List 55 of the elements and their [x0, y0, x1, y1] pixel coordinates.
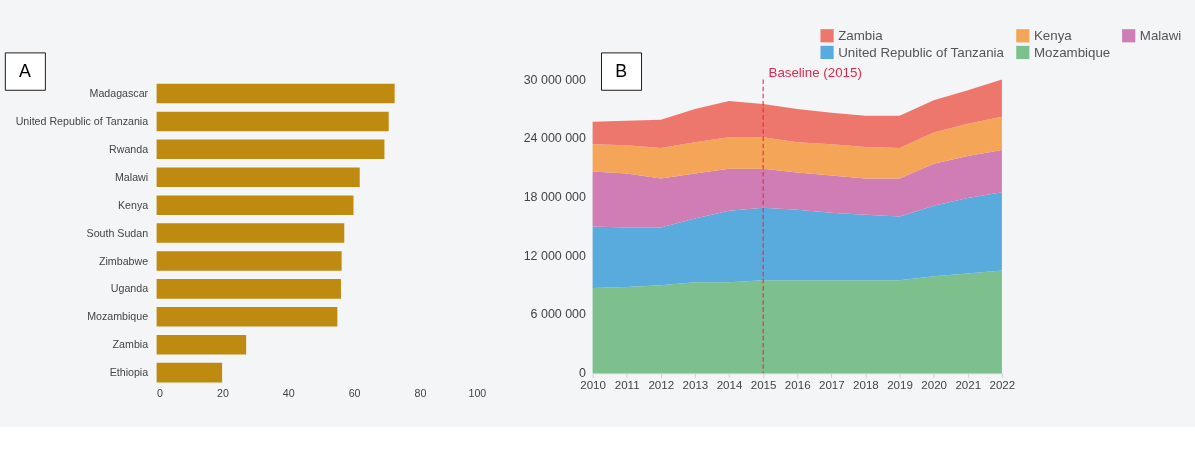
- y-tick-label: South Sudan: [86, 226, 149, 239]
- text: A: [18, 60, 31, 81]
- x-tick-label: 2019: [887, 378, 913, 391]
- x-tick-label: 60: [348, 386, 361, 399]
- annotation: B: [615, 60, 628, 81]
- bar: [156, 83, 395, 104]
- x-tick-label: 2014: [716, 378, 743, 391]
- bar: [156, 223, 345, 243]
- x-tick-label: 40: [282, 386, 295, 399]
- x-tick-label: 2021: [955, 378, 982, 391]
- bar: [156, 334, 247, 355]
- bar: [156, 362, 223, 383]
- y-tick-label: United Republic of Tanzania: [15, 115, 149, 128]
- x-tick-label: 20: [216, 386, 229, 399]
- legend-label: Kenya: [1033, 28, 1073, 44]
- x-tick-label: 2016: [784, 378, 811, 391]
- x-tick-label: 2012: [648, 378, 675, 391]
- y-tick-label: Mozambique: [87, 310, 149, 323]
- legend-label: Mozambique: [1033, 44, 1111, 60]
- y-tick-label: Rwanda: [109, 142, 149, 155]
- y-tick-label: Zimbabwe: [99, 254, 149, 267]
- x-tick-label: 100: [468, 386, 487, 399]
- bar: [156, 307, 338, 327]
- y-tick-label: Malawi: [114, 170, 149, 183]
- x-tick-label: 2013: [682, 378, 709, 391]
- y-tick-label: Kenya: [117, 198, 149, 211]
- x-tick-label: 2022: [989, 378, 1016, 391]
- legend-label: Malawi: [1139, 28, 1182, 44]
- y-tick-label: Ethiopia: [109, 366, 149, 379]
- y-tick-label: 6 000 000: [530, 307, 586, 322]
- x-tick-label: 80: [414, 386, 427, 399]
- ref-line-label: Baseline (2015): [768, 64, 862, 80]
- bar: [156, 279, 341, 299]
- bar: [156, 111, 389, 132]
- y-tick-label: Zambia: [112, 338, 149, 351]
- bar: [156, 167, 360, 188]
- x-tick-label: 2020: [921, 378, 947, 391]
- y-tick-label: 18 000 000: [523, 190, 587, 205]
- y-tick-label: Uganda: [110, 282, 149, 295]
- y-tick-label: 24 000 000: [523, 131, 587, 146]
- legend-label: United Republic of Tanzania: [838, 44, 1005, 60]
- legend-label: Zambia: [838, 28, 884, 44]
- y-tick-label: 12 000 000: [523, 248, 587, 263]
- x-tick-label: 2018: [853, 378, 879, 391]
- x-tick-label: 2015: [750, 378, 777, 391]
- bar: [156, 139, 385, 160]
- bar: [156, 195, 354, 215]
- bar: [156, 251, 342, 271]
- x-tick-label: 2010: [580, 378, 606, 391]
- x-tick-label: 2011: [614, 378, 640, 391]
- x-tick-label: 0: [157, 386, 164, 399]
- y-tick-label: 0: [579, 366, 587, 381]
- x-tick-label: 2017: [818, 378, 845, 391]
- y-tick-label: Madagascar: [89, 87, 149, 100]
- y-tick-label: 30 000 000: [523, 72, 587, 87]
